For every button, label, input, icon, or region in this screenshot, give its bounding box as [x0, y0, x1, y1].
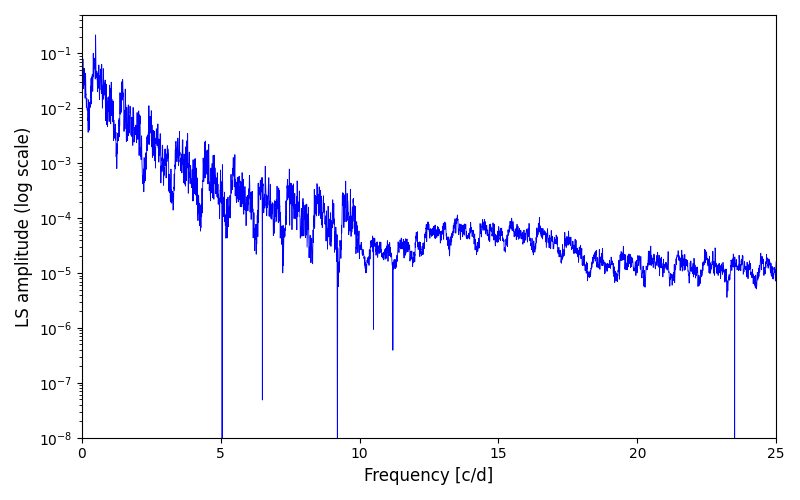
X-axis label: Frequency [c/d]: Frequency [c/d]	[364, 467, 494, 485]
Y-axis label: LS amplitude (log scale): LS amplitude (log scale)	[15, 126, 33, 326]
